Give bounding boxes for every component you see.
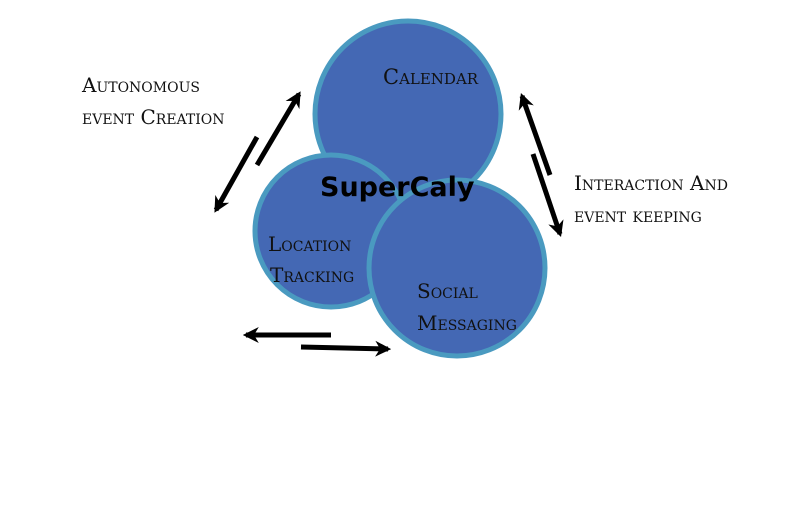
center-title: SuperCaly — [320, 172, 475, 203]
social-messaging-circle — [366, 177, 548, 359]
left-annotation-line1: Autonomous — [81, 73, 200, 97]
location-label-line1: Location — [268, 232, 351, 256]
right-annotation-line1: Interaction And — [574, 171, 728, 195]
left-annotation-line2: event Creation — [82, 105, 225, 129]
arrow-up-right — [254, 91, 302, 167]
arrow-right-bottom — [300, 340, 392, 357]
calendar-label: Calendar — [383, 65, 479, 89]
social-label-line1: Social — [417, 279, 478, 303]
arrow-down-right-side — [530, 153, 564, 238]
right-annotation-line2: event keeping — [574, 203, 702, 227]
arrow-up-right-side — [518, 92, 553, 176]
location-label-line2: Tracking — [270, 263, 354, 287]
social-label-line2: Messaging — [417, 311, 517, 335]
arrow-down-left — [213, 135, 260, 213]
